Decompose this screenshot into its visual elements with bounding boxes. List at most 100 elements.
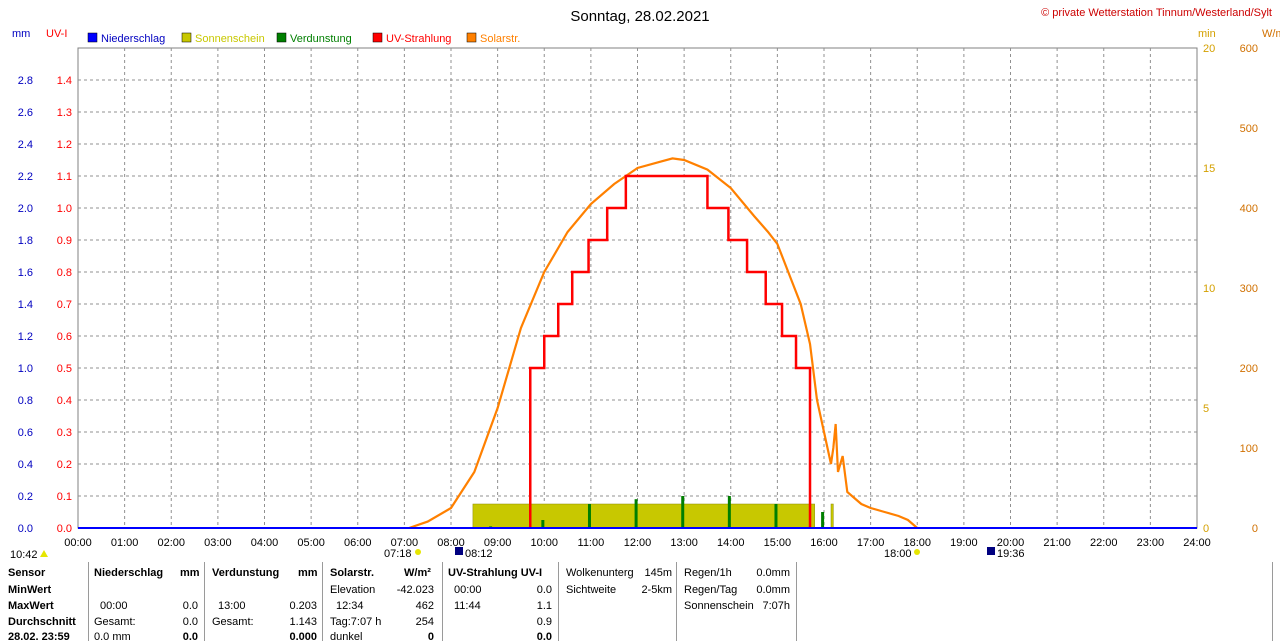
y-tick-wm2: 600 — [1240, 43, 1258, 55]
sichtweite-label: Sichtweite — [566, 584, 617, 596]
sunset-icon — [914, 549, 920, 555]
sichtweite-value: 2-5km — [641, 584, 672, 596]
legend-swatch — [466, 32, 477, 43]
y-tick-mm: 0.4 — [18, 459, 33, 471]
regen-1h-value: 0.0mm — [756, 567, 790, 579]
x-tick-label: 06:00 — [344, 537, 372, 549]
y-tick-uvi: 1.1 — [57, 171, 72, 183]
sunshine-bar — [472, 503, 815, 529]
legend-label: Sonnenschein — [195, 33, 265, 45]
x-tick-label: 08:00 — [437, 537, 465, 549]
separator — [442, 562, 443, 641]
regen-tag-label: Regen/Tag — [684, 584, 738, 596]
axis-unit-mm: mm — [12, 28, 30, 40]
x-tick-label: 23:00 — [1137, 537, 1165, 549]
x-tick-label: 22:00 — [1090, 537, 1118, 549]
stats-solar-col: Solarstr. W/m² Elevation -42.023 12:34 4… — [330, 562, 438, 643]
y-tick-mm: 2.4 — [18, 139, 33, 151]
y-tick-mm: 0.8 — [18, 395, 33, 407]
evaporation-spike — [821, 512, 825, 528]
stats-verdunstung-col: Verdunstung mm 13:00 0.203 Gesamt: 1.143… — [212, 562, 318, 643]
regen-tag-value: 0.0mm — [756, 584, 790, 596]
y-tick-mm: 1.2 — [18, 331, 33, 343]
x-tick-label: 02:00 — [157, 537, 185, 549]
y-tick-mm: 2.0 — [18, 203, 33, 215]
y-tick-min: 15 — [1203, 163, 1215, 175]
grid — [77, 47, 1198, 529]
wolken-value: 145m — [644, 567, 672, 579]
verdunstung-max-time: 13:00 — [218, 600, 246, 612]
solar-unit: W/m² — [404, 567, 431, 579]
x-tick-label: 18:00 — [903, 537, 931, 549]
y-tick-uvi: 1.0 — [57, 203, 72, 215]
y-tick-min: 5 — [1203, 403, 1209, 415]
y-tick-mm: 1.6 — [18, 267, 33, 279]
evaporation-spike — [681, 496, 685, 528]
x-tick-label: 10:00 — [530, 537, 558, 549]
legend-label: Solarstr. — [480, 33, 520, 45]
x-tick-label: 13:00 — [670, 537, 698, 549]
y-tick-uvi: 1.3 — [57, 107, 72, 119]
y-tick-uvi: 0.2 — [57, 459, 72, 471]
y-tick-min: 0 — [1203, 523, 1209, 535]
x-tick-label: 15:00 — [764, 537, 792, 549]
uv-header: UV-Strahlung UV-I — [448, 567, 543, 579]
y-tick-mm: 0.0 — [18, 523, 33, 535]
y-tick-uvi: 0.9 — [57, 235, 72, 247]
x-tick-label: 01:00 — [111, 537, 139, 549]
maxwert-label: MaxWert — [8, 600, 54, 612]
stats-uv-col: UV-Strahlung UV-I 00:00 0.0 11:44 1.1 0.… — [448, 562, 556, 643]
y-tick-mm: 0.6 — [18, 427, 33, 439]
niederschlag-last-label: 0.0 mm — [94, 631, 131, 643]
date-label: 28.02. 23:59 — [8, 631, 70, 643]
y-tick-mm: 2.2 — [18, 171, 33, 183]
x-tick-label: 07:00 — [391, 537, 419, 549]
axis-unit-uvi: UV-I — [46, 28, 67, 40]
uv-max-time: 11:44 — [454, 600, 481, 612]
uv-min-time: 00:00 — [454, 584, 482, 596]
x-tick-label: 05:00 — [297, 537, 325, 549]
now-marker-icon — [40, 550, 48, 557]
niederschlag-unit: mm — [180, 567, 200, 579]
uv-series-line — [529, 174, 812, 528]
axis-ticks: 0.0 0.2 0.4 0.6 0.8 1.0 1.2 1.4 1.6 1.8 2.0 2.2 2.4 2… — [18, 43, 1258, 549]
y-tick-uvi: 0.1 — [57, 491, 72, 503]
sensor-header: Sensor — [8, 567, 46, 579]
evaporation-spike — [634, 499, 638, 528]
time-now-label: 10:42 — [10, 549, 38, 561]
y-tick-mm: 2.8 — [18, 75, 33, 87]
uv-max-value: 1.1 — [536, 600, 552, 612]
separator — [676, 562, 677, 641]
evaporation-spike — [774, 504, 778, 528]
y-tick-mm: 2.6 — [18, 107, 33, 119]
uv-last-value: 0.0 — [536, 631, 552, 643]
y-tick-wm2: 400 — [1240, 203, 1258, 215]
separator — [1272, 562, 1273, 641]
niederschlag-last-value: 0.0 — [182, 631, 198, 643]
legend-swatch — [87, 32, 98, 43]
separator — [558, 562, 559, 641]
verdunstung-max-value: 0.203 — [289, 600, 317, 612]
sonnenschein-value: 7:07h — [762, 600, 790, 612]
x-tick-label: 03:00 — [204, 537, 232, 549]
verdunstung-last-value: 0.000 — [289, 631, 317, 643]
x-tick-label: 24:00 — [1183, 537, 1211, 549]
solar-dunkel-value: 0 — [427, 631, 434, 643]
y-tick-uvi: 1.2 — [57, 139, 72, 151]
verdunstung-unit: mm — [298, 567, 318, 579]
x-tick-label: 20:00 — [997, 537, 1025, 549]
x-tick-label: 16:00 — [810, 537, 838, 549]
stats-sensor-col: Sensor MinWert MaxWert Durchschnitt 28.0… — [8, 562, 88, 643]
uv-min-value: 0.0 — [536, 584, 552, 596]
x-tick-label: 19:00 — [950, 537, 978, 549]
solar-elevation-label: Elevation — [330, 584, 376, 596]
y-tick-uvi: 0.6 — [57, 331, 72, 343]
stats-table: Sensor MinWert MaxWert Durchschnitt 28.0… — [0, 562, 1280, 643]
separator — [322, 562, 323, 641]
legend: Niederschlag Sonnenschein Verdunstung UV-St… — [87, 32, 520, 45]
y-tick-min: 10 — [1203, 283, 1215, 295]
y-tick-uvi: 1.4 — [57, 75, 72, 87]
niederschlag-max-value: 0.0 — [182, 600, 198, 612]
solar-elevation-value: -42.023 — [396, 584, 434, 596]
durchschnitt-label: Durchschnitt — [8, 616, 76, 628]
